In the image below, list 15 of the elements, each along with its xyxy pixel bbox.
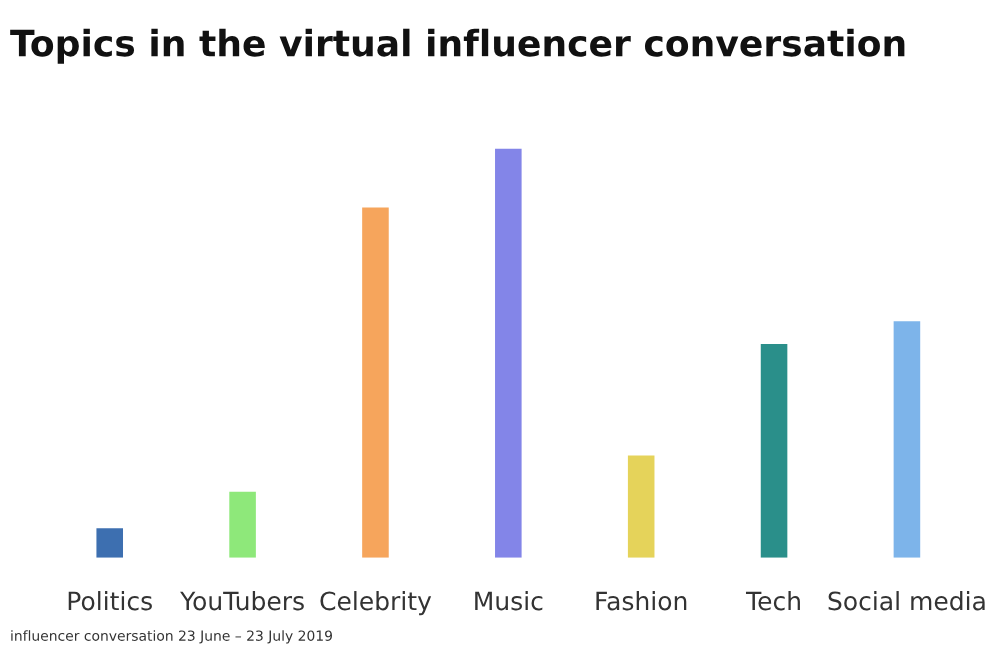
- x-tick-label: Fashion: [596, 591, 687, 611]
- bar: [229, 491, 256, 558]
- x-tick-label: Celebrity: [320, 591, 432, 616]
- bar: [495, 148, 522, 558]
- bar: [760, 344, 788, 558]
- bar: [362, 207, 389, 558]
- bar: [627, 455, 655, 558]
- bar: [893, 321, 921, 558]
- bar: [96, 528, 124, 558]
- x-tick-label: Politics: [68, 591, 152, 611]
- x-tick-label: Social media: [828, 591, 985, 611]
- x-tick-label: Tech: [745, 591, 800, 611]
- x-tick-label: YouTubers: [180, 591, 304, 611]
- x-tick-label: Music: [475, 591, 543, 611]
- chart-title: Topics in the virtual influencer conversation: [10, 28, 905, 64]
